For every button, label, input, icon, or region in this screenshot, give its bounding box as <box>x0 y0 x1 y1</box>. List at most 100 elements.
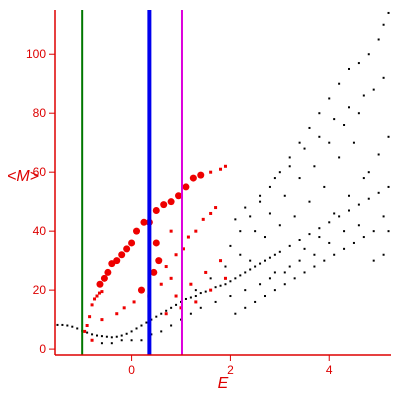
red-point <box>209 211 213 215</box>
black-point <box>377 38 380 41</box>
black-point <box>382 253 385 256</box>
black-point <box>140 339 143 342</box>
black-point <box>199 292 202 295</box>
black-point <box>318 135 321 138</box>
black-point <box>170 324 173 327</box>
red-point <box>100 274 108 282</box>
black-point <box>367 197 370 200</box>
black-point <box>135 327 138 330</box>
black-point <box>303 147 306 150</box>
black-point <box>259 194 262 197</box>
black-point <box>249 215 252 218</box>
black-point <box>184 297 187 300</box>
black-point <box>308 200 311 203</box>
black-point <box>298 141 301 144</box>
black-point <box>244 306 247 309</box>
black-point <box>239 230 242 233</box>
red-point <box>132 300 136 304</box>
black-point <box>175 303 178 306</box>
red-point <box>152 207 160 215</box>
black-point <box>338 215 341 218</box>
black-point <box>130 339 133 342</box>
black-point <box>293 277 296 280</box>
black-point <box>343 124 346 126</box>
axes <box>54 10 391 356</box>
black-point <box>86 331 89 334</box>
black-point <box>288 156 291 159</box>
black-point <box>234 218 237 221</box>
black-point <box>288 244 291 247</box>
red-point <box>223 164 227 168</box>
black-point <box>268 185 271 188</box>
black-point <box>273 177 276 180</box>
y-axis-label: <M> <box>7 168 39 185</box>
x-tick-label: 2 <box>227 363 234 377</box>
black-point <box>71 325 74 328</box>
black-point <box>259 200 262 203</box>
red-point <box>113 257 121 265</box>
y-tick-label: 0 <box>39 342 46 356</box>
y-tick-label: 80 <box>33 106 47 120</box>
red-point <box>88 315 92 319</box>
black-point <box>313 265 316 268</box>
black-point <box>328 141 331 144</box>
black-point <box>372 259 375 262</box>
black-point <box>244 289 247 292</box>
black-point <box>254 265 257 268</box>
red-point <box>197 171 205 179</box>
black-point <box>229 295 232 298</box>
black-point <box>298 177 301 180</box>
black-point <box>377 191 380 194</box>
black-point <box>387 135 390 138</box>
black-point <box>194 295 197 298</box>
black-point <box>382 23 385 26</box>
red-point <box>175 192 183 200</box>
black-point <box>348 209 350 212</box>
black-point <box>66 324 69 327</box>
black-point <box>268 277 271 280</box>
red-point <box>123 245 131 253</box>
red-point <box>100 290 104 294</box>
black-point <box>303 271 306 274</box>
black-point <box>160 312 163 315</box>
red-point <box>209 288 213 292</box>
vertical-markers <box>81 10 183 355</box>
red-point <box>100 318 104 322</box>
black-point <box>56 323 59 326</box>
red-point <box>152 239 160 247</box>
black-point <box>377 153 380 156</box>
black-point <box>288 265 291 268</box>
black-point <box>283 271 286 274</box>
red-point <box>122 306 126 310</box>
black-point <box>91 333 94 336</box>
red-point <box>189 174 197 182</box>
red-point <box>159 282 163 286</box>
black-point <box>165 309 168 312</box>
black-point <box>264 259 266 262</box>
black-point <box>367 171 370 174</box>
black-point <box>125 332 128 335</box>
black-point <box>338 156 341 159</box>
black-point <box>249 259 252 262</box>
black-point <box>278 250 281 253</box>
black-point <box>357 112 360 115</box>
red-point <box>174 253 178 257</box>
black-point <box>357 203 360 206</box>
black-point <box>303 247 306 250</box>
black-point <box>249 268 252 271</box>
red-point <box>194 300 198 304</box>
black-point <box>224 265 227 268</box>
black-point <box>170 306 173 309</box>
red-point <box>181 247 185 251</box>
black-point <box>308 233 311 236</box>
black-point <box>328 221 331 224</box>
black-point <box>254 230 257 233</box>
red-point <box>167 198 175 206</box>
black-point <box>298 239 301 241</box>
black-point <box>189 312 192 315</box>
black-point <box>105 335 108 338</box>
black-point <box>115 335 118 338</box>
black-point <box>298 259 301 262</box>
